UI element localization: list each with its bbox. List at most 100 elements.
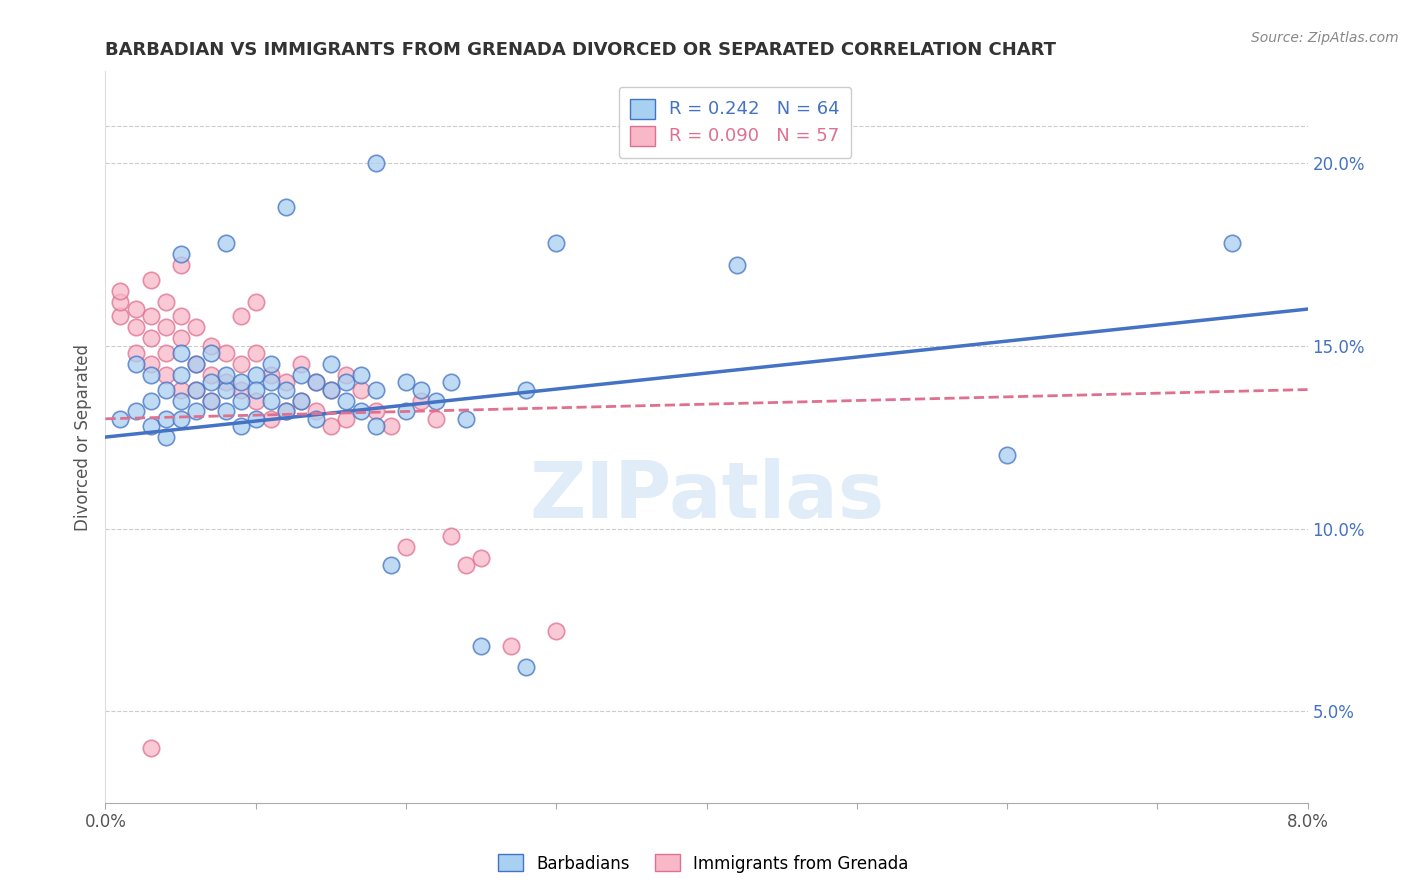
Point bbox=[260, 357, 283, 371]
Point bbox=[169, 247, 191, 261]
Y-axis label: Divorced or Separated: Divorced or Separated bbox=[73, 343, 91, 531]
Point bbox=[350, 404, 373, 418]
Point bbox=[139, 393, 162, 408]
Point bbox=[454, 412, 477, 426]
Point bbox=[350, 368, 373, 382]
Point bbox=[380, 558, 402, 573]
Point bbox=[335, 375, 357, 389]
Point bbox=[274, 383, 297, 397]
Point bbox=[995, 448, 1018, 462]
Point bbox=[229, 310, 252, 324]
Point bbox=[184, 357, 207, 371]
Point bbox=[229, 375, 252, 389]
Point bbox=[260, 368, 283, 382]
Point bbox=[290, 393, 312, 408]
Point bbox=[395, 540, 418, 554]
Point bbox=[214, 375, 236, 389]
Point bbox=[169, 412, 191, 426]
Point bbox=[184, 404, 207, 418]
Point bbox=[409, 393, 432, 408]
Point bbox=[364, 419, 387, 434]
Point bbox=[214, 236, 236, 251]
Point bbox=[214, 368, 236, 382]
Point bbox=[515, 660, 537, 674]
Point bbox=[274, 404, 297, 418]
Point bbox=[364, 383, 387, 397]
Point bbox=[124, 320, 146, 334]
Point bbox=[290, 368, 312, 382]
Point bbox=[214, 383, 236, 397]
Point bbox=[229, 383, 252, 397]
Point bbox=[155, 346, 177, 360]
Text: Source: ZipAtlas.com: Source: ZipAtlas.com bbox=[1251, 31, 1399, 45]
Point bbox=[364, 155, 387, 169]
Point bbox=[110, 294, 132, 309]
Point bbox=[546, 236, 568, 251]
Point bbox=[245, 368, 267, 382]
Point bbox=[274, 200, 297, 214]
Point bbox=[200, 393, 222, 408]
Point bbox=[335, 368, 357, 382]
Point bbox=[260, 375, 283, 389]
Point bbox=[319, 419, 342, 434]
Point bbox=[305, 375, 328, 389]
Point bbox=[260, 412, 283, 426]
Point bbox=[335, 412, 357, 426]
Point bbox=[155, 383, 177, 397]
Point bbox=[200, 375, 222, 389]
Point bbox=[274, 375, 297, 389]
Point bbox=[139, 419, 162, 434]
Point bbox=[364, 404, 387, 418]
Point bbox=[139, 331, 162, 345]
Point bbox=[425, 393, 447, 408]
Legend: Barbadians, Immigrants from Grenada: Barbadians, Immigrants from Grenada bbox=[491, 847, 915, 880]
Point bbox=[725, 258, 748, 272]
Point bbox=[124, 346, 146, 360]
Point bbox=[305, 412, 328, 426]
Point bbox=[335, 393, 357, 408]
Point bbox=[200, 346, 222, 360]
Point bbox=[200, 368, 222, 382]
Point bbox=[245, 346, 267, 360]
Point bbox=[245, 383, 267, 397]
Point bbox=[380, 419, 402, 434]
Point bbox=[124, 404, 146, 418]
Point bbox=[440, 375, 463, 389]
Point bbox=[214, 404, 236, 418]
Point bbox=[290, 393, 312, 408]
Point bbox=[305, 404, 328, 418]
Point bbox=[229, 357, 252, 371]
Point bbox=[139, 310, 162, 324]
Point bbox=[139, 368, 162, 382]
Point bbox=[454, 558, 477, 573]
Point bbox=[110, 310, 132, 324]
Point bbox=[169, 393, 191, 408]
Point bbox=[425, 412, 447, 426]
Point bbox=[169, 331, 191, 345]
Point bbox=[409, 383, 432, 397]
Point bbox=[155, 320, 177, 334]
Point bbox=[440, 529, 463, 543]
Point bbox=[155, 412, 177, 426]
Point bbox=[139, 273, 162, 287]
Point bbox=[184, 383, 207, 397]
Point bbox=[305, 375, 328, 389]
Point bbox=[139, 357, 162, 371]
Point bbox=[169, 258, 191, 272]
Point bbox=[319, 383, 342, 397]
Point bbox=[169, 310, 191, 324]
Point bbox=[229, 419, 252, 434]
Point bbox=[184, 383, 207, 397]
Point bbox=[110, 412, 132, 426]
Point bbox=[245, 393, 267, 408]
Point bbox=[155, 294, 177, 309]
Point bbox=[290, 357, 312, 371]
Point bbox=[274, 404, 297, 418]
Point bbox=[124, 302, 146, 317]
Point bbox=[470, 550, 492, 565]
Point bbox=[395, 404, 418, 418]
Text: BARBADIAN VS IMMIGRANTS FROM GRENADA DIVORCED OR SEPARATED CORRELATION CHART: BARBADIAN VS IMMIGRANTS FROM GRENADA DIV… bbox=[105, 41, 1056, 59]
Point bbox=[470, 639, 492, 653]
Point bbox=[200, 339, 222, 353]
Point bbox=[319, 357, 342, 371]
